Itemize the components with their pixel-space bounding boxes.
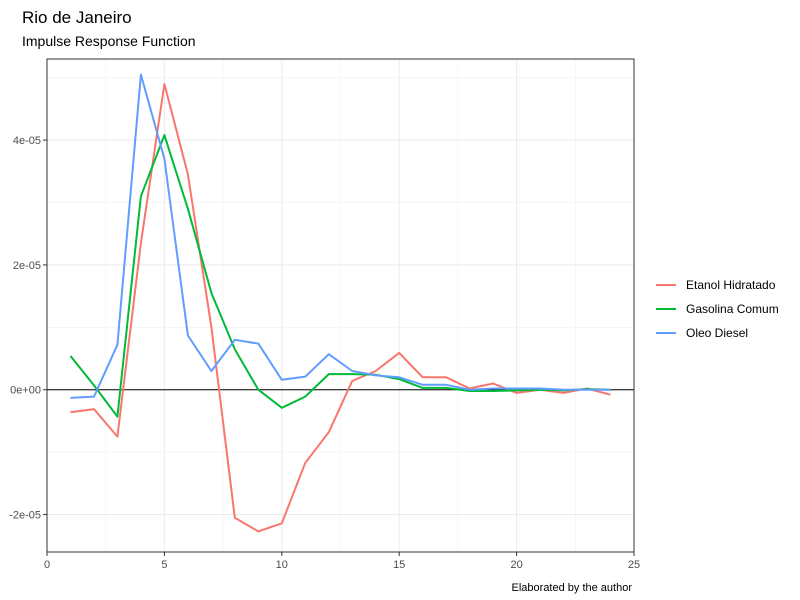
- y-axis: -2e-05 0e+00 2e-05 4e-05: [9, 135, 47, 522]
- series-line-etanol-hidratado: [70, 83, 611, 533]
- x-tick-label: 20: [510, 559, 522, 571]
- y-tick-label: 2e-05: [13, 260, 41, 272]
- x-tick-label: 0: [44, 559, 50, 571]
- x-tick-label: 25: [628, 559, 640, 571]
- y-tick-label: 0e+00: [10, 385, 41, 397]
- chart-title: Rio de Janeiro: [22, 8, 132, 27]
- legend-label-oleo-diesel: Oleo Diesel: [686, 326, 748, 340]
- plot-panel: [46, 58, 635, 553]
- x-tick-label: 10: [276, 559, 288, 571]
- series-line-oleo-diesel: [70, 73, 611, 399]
- legend-label-etanol-hidratado: Etanol Hidratado: [686, 278, 776, 292]
- legend: Etanol Hidratado Gasolina Comum Oleo Diese…: [656, 278, 779, 340]
- chart-subtitle: Impulse Response Function: [22, 33, 196, 49]
- x-tick-label: 15: [393, 559, 405, 571]
- x-tick-label: 5: [161, 559, 167, 571]
- chart-caption: Elaborated by the author: [512, 582, 633, 594]
- y-tick-label: -2e-05: [9, 510, 41, 522]
- y-tick-label: 4e-05: [13, 135, 41, 147]
- series-lines: [69, 73, 611, 533]
- x-axis: 0 5 10 15 20 25: [44, 552, 640, 571]
- panel-border: [46, 58, 635, 553]
- legend-label-gasolina-comum: Gasolina Comum: [686, 302, 779, 316]
